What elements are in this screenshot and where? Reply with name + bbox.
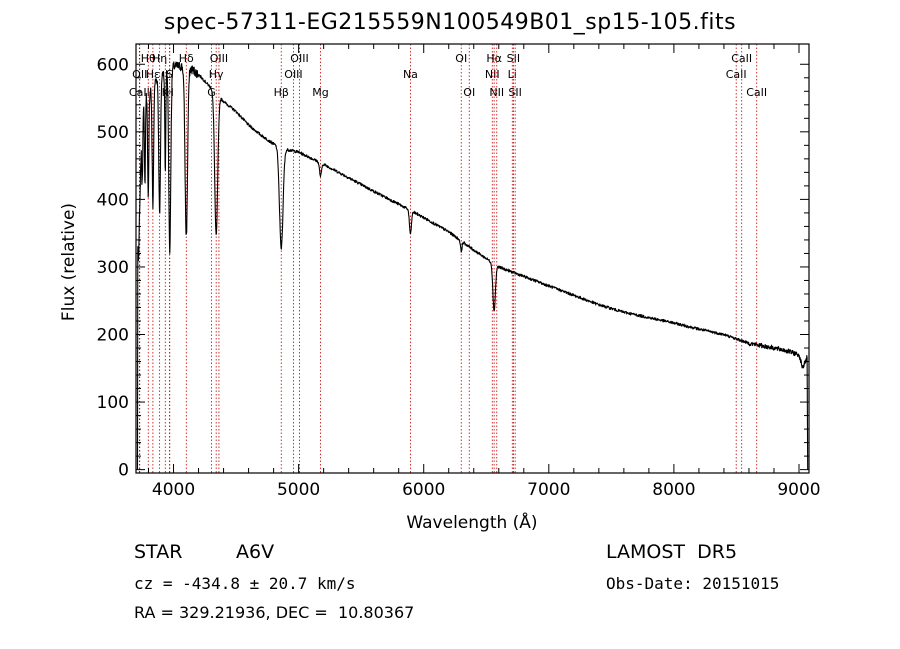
- plot-frame: [135, 43, 810, 474]
- y-axis-label: Flux (relative): [59, 203, 79, 321]
- tick-labels-layer: 4000 5000 6000 7000 8000 9000 0 100 200 300 400 500…: [97, 55, 821, 500]
- x-tick-label: 6000: [402, 480, 445, 500]
- line-marker-label: Na: [403, 68, 418, 81]
- line-marker-label: NII: [485, 68, 500, 81]
- y-tick-label: 100: [97, 393, 129, 413]
- line-marker-label: Mg: [312, 86, 328, 99]
- line-marker-label: Li: [508, 68, 517, 81]
- line-marker-label: Hε: [146, 68, 160, 81]
- line-marker-label: OIII: [210, 52, 228, 65]
- redshift-cz: cz = -434.8 ± 20.7 km/s: [134, 574, 356, 593]
- x-axis-label: Wavelength (Å): [406, 511, 537, 533]
- line-marker-label: SII: [507, 52, 520, 65]
- line-marker-label: H: [166, 86, 174, 99]
- y-tick-label: 0: [118, 461, 129, 481]
- line-marker-label: SII: [508, 86, 521, 99]
- spectrum-line: [136, 61, 809, 470]
- x-tick-label: 9000: [777, 480, 820, 500]
- line-marker-label: Hδ: [179, 52, 194, 65]
- object-class: STAR: [134, 541, 183, 563]
- line-marker-label: NII: [489, 86, 504, 99]
- spectral-subclass: A6V: [236, 541, 275, 563]
- line-marker-label: Hη: [152, 52, 167, 65]
- axis-ticks-layer: [136, 44, 809, 473]
- line-marker-label: Hθ: [141, 52, 156, 65]
- line-marker-label: Hγ: [209, 68, 224, 81]
- y-tick-label: 500: [97, 123, 129, 143]
- x-tick-label: 8000: [652, 480, 695, 500]
- y-tick-label: 400: [97, 190, 129, 210]
- line-marker-label: OIII: [290, 52, 308, 65]
- line-marker-label: CaII: [731, 52, 752, 65]
- observation-date: Obs-Date: 20151015: [606, 574, 780, 593]
- survey-release: LAMOST DR5: [606, 541, 738, 563]
- line-marker-label: CaII: [726, 68, 747, 81]
- x-tick-label: 7000: [527, 480, 570, 500]
- line-markers-layer: CaIIOIIHθHεHηKSHHδGHγOIIIHβOIIIOIIIMgNaO…: [129, 44, 767, 473]
- x-tick-label: 5000: [277, 480, 320, 500]
- y-tick-label: 300: [97, 258, 129, 278]
- chart-title: spec-57311-EG215559N100549B01_sp15-105.f…: [163, 10, 737, 35]
- coordinates: RA = 329.21936, DEC = 10.80367: [134, 603, 415, 622]
- line-marker-label: CaII: [746, 86, 767, 99]
- line-marker-label: CaII: [129, 86, 150, 99]
- y-tick-label: 200: [97, 326, 129, 346]
- line-marker-label: OI: [463, 86, 475, 99]
- x-tick-label: 4000: [152, 480, 195, 500]
- line-marker-label: OIII: [284, 68, 302, 81]
- line-marker-label: S: [166, 68, 173, 81]
- line-marker-label: Hα: [486, 52, 502, 65]
- line-marker-label: Hβ: [274, 86, 289, 99]
- line-marker-label: OI: [455, 52, 467, 65]
- y-tick-label: 600: [97, 55, 129, 75]
